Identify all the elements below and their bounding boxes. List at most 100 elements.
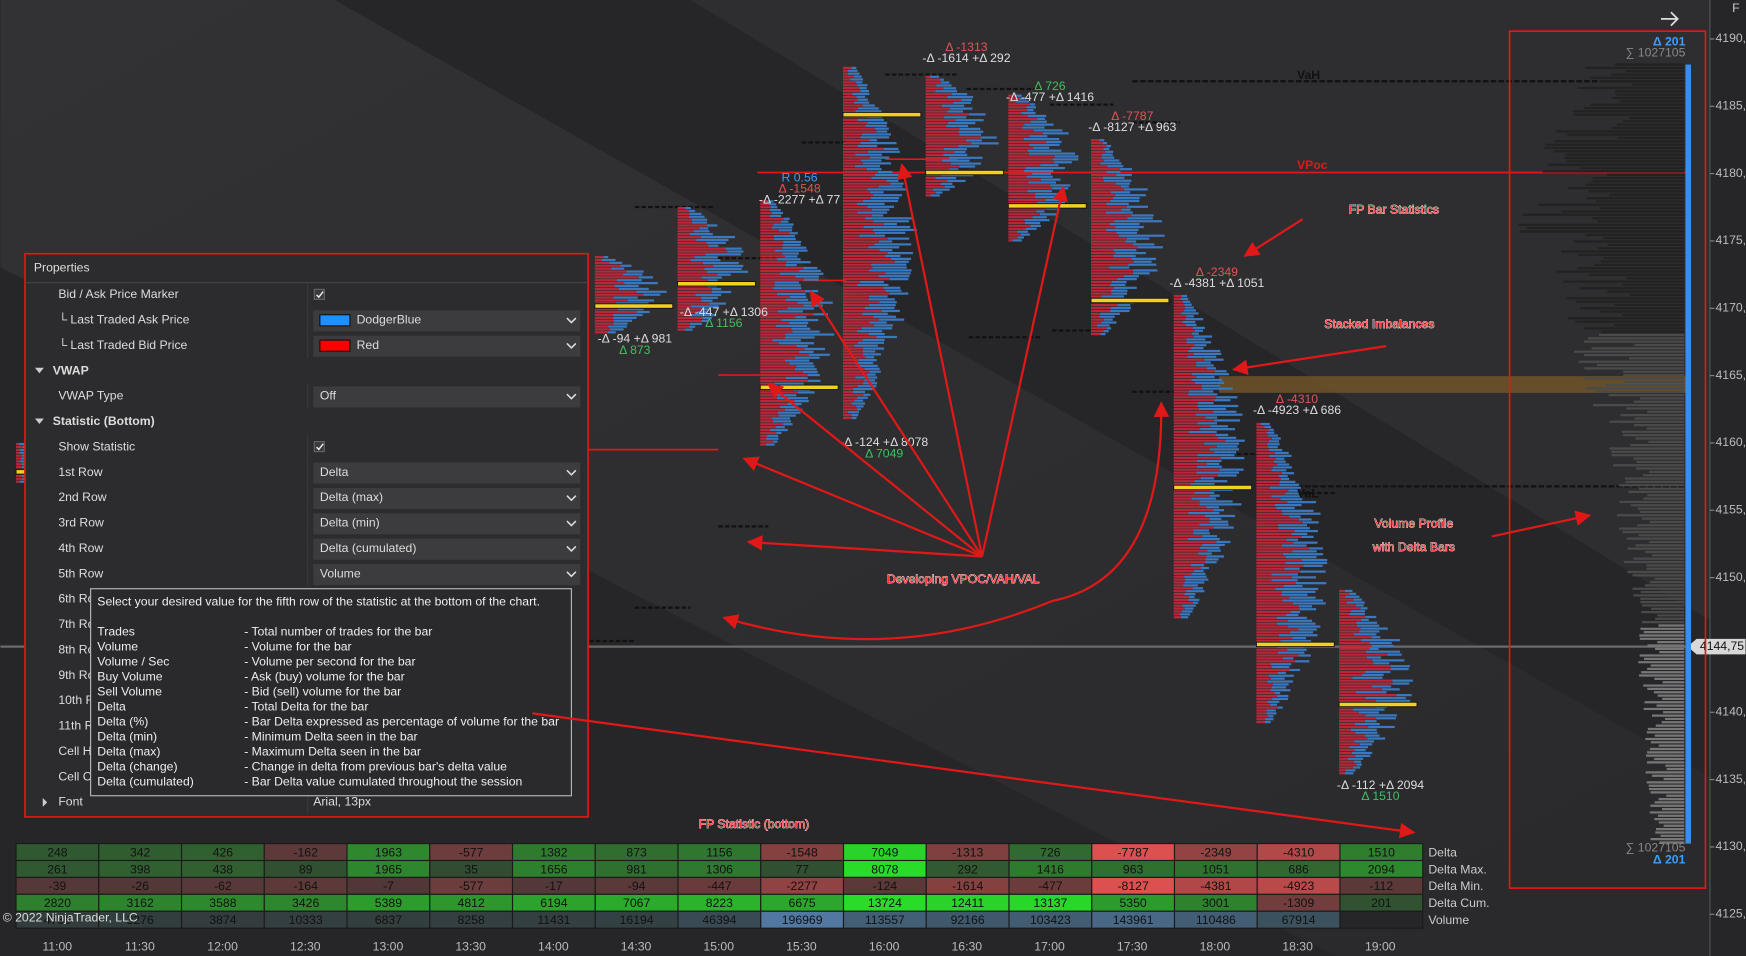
fp-ask (862, 338, 885, 341)
dropdown[interactable] (313, 487, 581, 510)
tooltip-desc: - Bar Delta expressed as percentage of v… (244, 715, 559, 729)
fp-ask (695, 293, 722, 297)
fp-ask (857, 396, 868, 399)
fp-bid (1256, 720, 1265, 724)
fp-bid (1256, 616, 1277, 620)
fp-ask (1271, 469, 1287, 472)
fp-ask (1102, 142, 1108, 145)
fp-ask (1268, 446, 1278, 449)
fp-ask (1371, 644, 1394, 648)
fp-ask (940, 78, 944, 81)
stat-value: 963 (1123, 862, 1144, 876)
fp-bid (760, 397, 778, 400)
fp-ask (603, 255, 609, 259)
fp-bid (594, 310, 637, 314)
fp-ask (1355, 604, 1364, 607)
fp-bid (842, 202, 858, 206)
fp-bid (594, 328, 611, 331)
fp-bid (1173, 315, 1187, 318)
fp-ask (1102, 153, 1113, 156)
fp-ask (1110, 283, 1126, 287)
tooltip-term: Delta (cumulated) (97, 775, 194, 789)
fp-bid (594, 267, 612, 270)
fp-bid (760, 290, 805, 293)
fp-ask (1275, 457, 1285, 460)
fp-bid (842, 144, 858, 148)
fp-bid (1339, 763, 1357, 766)
fp-bid (760, 437, 766, 440)
fp-ask (857, 283, 889, 287)
fp-ask (1186, 338, 1206, 341)
fp-ask (689, 212, 702, 216)
fp-ask (702, 316, 712, 320)
fp-bid (16, 463, 23, 466)
dropdown[interactable] (313, 513, 581, 535)
expander[interactable] (34, 418, 44, 425)
fp-bid (1173, 329, 1195, 332)
fp-ask (789, 295, 807, 299)
fp-bid (1339, 714, 1366, 717)
fp-ask (1024, 219, 1050, 222)
fp-ask (1351, 610, 1366, 613)
fp-ask (777, 397, 808, 400)
checkbox[interactable] (313, 288, 325, 300)
stat-value: 4736 (44, 913, 71, 927)
fp-bid (1091, 179, 1105, 182)
fp-ask (1035, 195, 1062, 199)
dropdown[interactable] (313, 462, 581, 484)
fp-ask (874, 231, 906, 234)
fp-ask (1181, 294, 1188, 298)
fp-bid (1256, 518, 1299, 521)
fp-bid (760, 362, 790, 365)
fp-ask (871, 214, 884, 217)
property-value: Arial, 13px (313, 795, 371, 809)
fp-ask (1271, 437, 1281, 440)
bar-stat: R 0.56 (782, 170, 818, 184)
fp-bid (1339, 679, 1393, 682)
fp-bid (842, 170, 878, 174)
expander[interactable] (42, 797, 48, 807)
stat-value: 6837 (375, 913, 402, 927)
fp-bid (842, 165, 855, 168)
fp-bid (1256, 657, 1283, 660)
fp-ask (1270, 689, 1291, 692)
fp-ask (935, 176, 957, 180)
fp-ask (619, 287, 649, 291)
expander[interactable] (34, 367, 44, 374)
fp-ask (883, 223, 897, 226)
fp-ask (864, 367, 880, 370)
fp-bid (1173, 318, 1186, 321)
stat-value: 3001 (1202, 896, 1229, 910)
fp-ask (1309, 547, 1323, 550)
fp-ask (1301, 558, 1328, 562)
dropdown[interactable] (313, 538, 581, 560)
dropdown[interactable] (313, 564, 581, 586)
arrow-icon[interactable] (1660, 11, 1679, 27)
fp-bid (760, 211, 772, 215)
fp-ask (930, 194, 940, 197)
fp-bid (594, 319, 614, 322)
checkbox[interactable] (313, 441, 325, 453)
dropdown[interactable] (313, 310, 581, 332)
stat-value: 13137 (1033, 896, 1067, 910)
fp-ask (1182, 604, 1196, 607)
fp-ask (1268, 434, 1278, 437)
fp-ask (1106, 202, 1129, 206)
dropdown[interactable] (313, 386, 581, 408)
fp-bid (1091, 156, 1102, 159)
fp-ask (854, 399, 864, 402)
fp-ask (943, 148, 967, 151)
price-label: 4160,00 (1715, 435, 1746, 449)
annotation-arrow (722, 599, 1053, 641)
fp-ask (777, 310, 803, 313)
fp-ask (1356, 691, 1387, 694)
fp-ask (1019, 97, 1026, 100)
fp-ask (1288, 619, 1313, 622)
fp-ask (859, 87, 867, 90)
fp-bid (1256, 579, 1272, 582)
fp-bid (1173, 552, 1199, 555)
fp-bid (1091, 185, 1121, 188)
dropdown[interactable] (313, 335, 581, 357)
fp-bid (842, 260, 895, 263)
time-label: 11:30 (125, 939, 155, 953)
